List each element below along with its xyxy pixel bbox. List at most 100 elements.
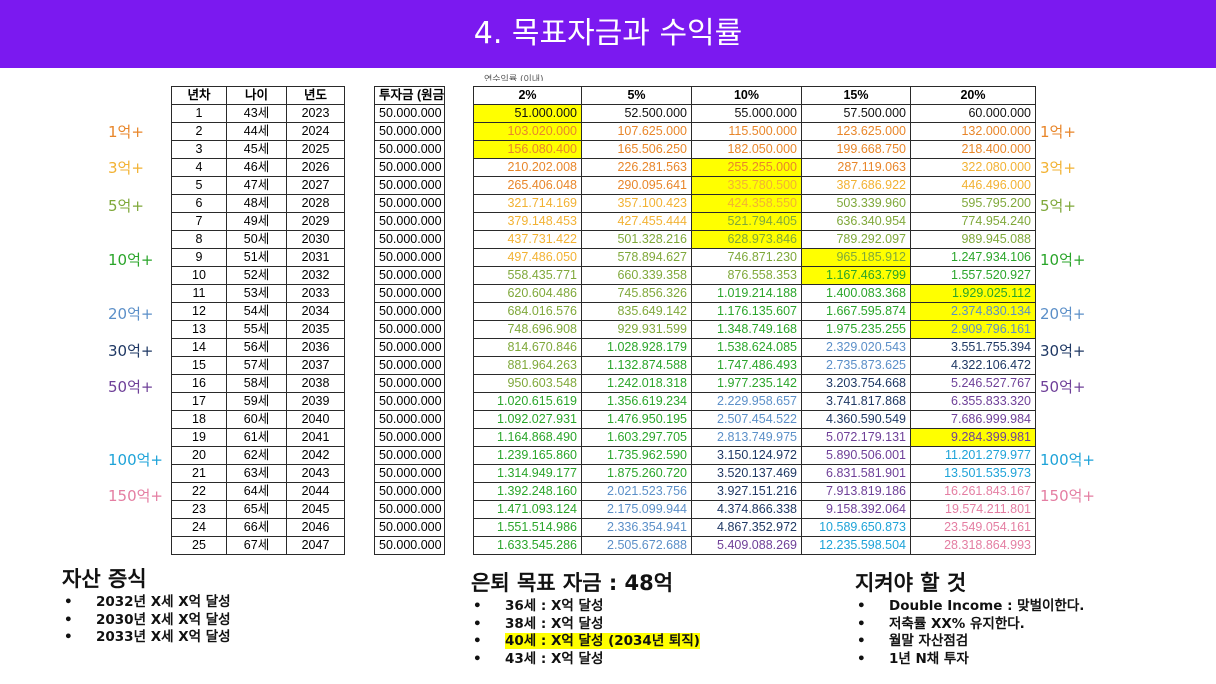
rate-cell: 1.132.874.588 [581, 356, 692, 375]
rate-cell: 3.927.151.216 [691, 482, 802, 501]
table-cell: 2031 [286, 248, 345, 267]
table-row: 620.604.486 745.856.326 1.019.214.188 1.400… [473, 284, 1036, 303]
table-cell: 2029 [286, 212, 345, 231]
rate-cell: 835.649.142 [581, 302, 692, 321]
rate-cell: 335.780.500 [691, 176, 802, 195]
table-cell: 47세 [226, 176, 287, 195]
table-row: 8 50세 2030 50.000.000 [171, 230, 445, 249]
rate-cell: 748.696.908 [473, 320, 582, 339]
table-row: 950.603.548 1.242.018.318 1.977.235.142 3.2… [473, 374, 1036, 393]
rate-cell: 636.340.954 [801, 212, 911, 231]
list-item: • 38세 : X억 달성 [471, 616, 831, 634]
list-item: • 36세 : X억 달성 [471, 598, 831, 616]
table-cell: 54세 [226, 302, 287, 321]
table-row: 1.551.514.986 2.336.354.941 4.867.352.972 1… [473, 518, 1036, 537]
year-age-table: 년차 나이 년도 투자금 (원금) 1 43세 2023 50.000.000 2 44세 2024… [171, 86, 445, 555]
rate-cell: 1.603.297.705 [581, 428, 692, 447]
rate-cell: 1.875.260.720 [581, 464, 692, 483]
header-cell: 년차 [171, 86, 227, 105]
table-cell: 56세 [226, 338, 287, 357]
table-cell: 5 [171, 176, 227, 195]
table-cell: 2033 [286, 284, 345, 303]
asset-growth-title: 자산 증식 [62, 567, 147, 591]
retirement-goal-title: 은퇴 목표 자금 : 48억 [471, 571, 674, 595]
rate-cell: 52.500.000 [581, 104, 692, 123]
invest-cell: 50.000.000 [374, 230, 445, 249]
table-cell: 2039 [286, 392, 345, 411]
gap-cell [344, 518, 375, 537]
rate-cell: 1.028.928.179 [581, 338, 692, 357]
table-row: 1 43세 2023 50.000.000 [171, 104, 445, 123]
milestone-label: 30억+ [1040, 342, 1086, 360]
table-row: 23 65세 2045 50.000.000 [171, 500, 445, 519]
rate-cell: 950.603.548 [473, 374, 582, 393]
bullet-icon: • [473, 650, 482, 667]
table-row: 22 64세 2044 50.000.000 [171, 482, 445, 501]
gap-cell [344, 410, 375, 429]
milestone-label: 1억+ [108, 123, 144, 141]
table-cell: 1 [171, 104, 227, 123]
table-cell: 55세 [226, 320, 287, 339]
rate-cell: 290.095.641 [581, 176, 692, 195]
rate-cell: 424.358.550 [691, 194, 802, 213]
rate-caption: 연수익률 (이내) [484, 75, 544, 81]
rate-cell: 287.119.063 [801, 158, 911, 177]
rate-header-cell: 2% [473, 86, 582, 105]
gap-cell [344, 338, 375, 357]
rate-cell: 28.318.864.993 [910, 536, 1036, 555]
table-cell: 57세 [226, 356, 287, 375]
table-cell: 65세 [226, 500, 287, 519]
rate-cell: 1.356.619.234 [581, 392, 692, 411]
gap-cell [344, 248, 375, 267]
table-cell: 2025 [286, 140, 345, 159]
table-row: 10 52세 2032 50.000.000 [171, 266, 445, 285]
rate-cell: 660.339.358 [581, 266, 692, 285]
invest-cell: 50.000.000 [374, 464, 445, 483]
rate-cell: 12.235.598.504 [801, 536, 911, 555]
rate-cell: 379.148.453 [473, 212, 582, 231]
table-cell: 66세 [226, 518, 287, 537]
rate-cell: 156.080.400 [473, 140, 582, 159]
table-cell: 67세 [226, 536, 287, 555]
rate-cell: 387.686.922 [801, 176, 911, 195]
table-header-row: 년차 나이 년도 투자금 (원금) [171, 86, 445, 105]
list-item-text: 월말 자산점검 [889, 633, 969, 649]
gap-cell [344, 356, 375, 375]
table-cell: 20 [171, 446, 227, 465]
invest-cell: 50.000.000 [374, 356, 445, 375]
rate-cell: 3.741.817.868 [801, 392, 911, 411]
rate-cell: 2.021.523.756 [581, 482, 692, 501]
list-item-text: 2030년 X세 X억 달성 [96, 611, 231, 628]
table-cell: 2043 [286, 464, 345, 483]
header-cell: 투자금 (원금) [374, 86, 445, 105]
table-row: 15 57세 2037 50.000.000 [171, 356, 445, 375]
milestone-label: 10억+ [1040, 251, 1086, 269]
table-row: 1.392.248.160 2.021.523.756 3.927.151.216 7… [473, 482, 1036, 501]
gap-cell [344, 86, 375, 105]
rate-cell: 55.000.000 [691, 104, 802, 123]
rate-cell: 1.247.934.106 [910, 248, 1036, 267]
milestone-label: 30억+ [108, 342, 154, 360]
rate-cell: 218.400.000 [910, 140, 1036, 159]
gap-cell [344, 140, 375, 159]
bullet-icon: • [473, 598, 482, 614]
rate-header-cell: 20% [910, 86, 1036, 105]
rate-cell: 2.507.454.522 [691, 410, 802, 429]
invest-cell: 50.000.000 [374, 518, 445, 537]
rate-cell: 265.406.048 [473, 176, 582, 195]
gap-cell [344, 500, 375, 519]
table-cell: 51세 [226, 248, 287, 267]
table-cell: 2046 [286, 518, 345, 537]
rate-cell: 16.261.843.167 [910, 482, 1036, 501]
table-cell: 44세 [226, 122, 287, 141]
bullet-icon: • [857, 633, 866, 649]
table-row: 1.314.949.177 1.875.260.720 3.520.137.469 6… [473, 464, 1036, 483]
rate-cell: 774.954.240 [910, 212, 1036, 231]
rate-cell: 322.080.000 [910, 158, 1036, 177]
invest-cell: 50.000.000 [374, 428, 445, 447]
list-item-text: 1년 N채 투자 [889, 650, 969, 667]
bullet-icon: • [64, 629, 73, 645]
rate-cell: 4.867.352.972 [691, 518, 802, 537]
milestone-label: 150억+ [1040, 487, 1095, 505]
table-cell: 53세 [226, 284, 287, 303]
